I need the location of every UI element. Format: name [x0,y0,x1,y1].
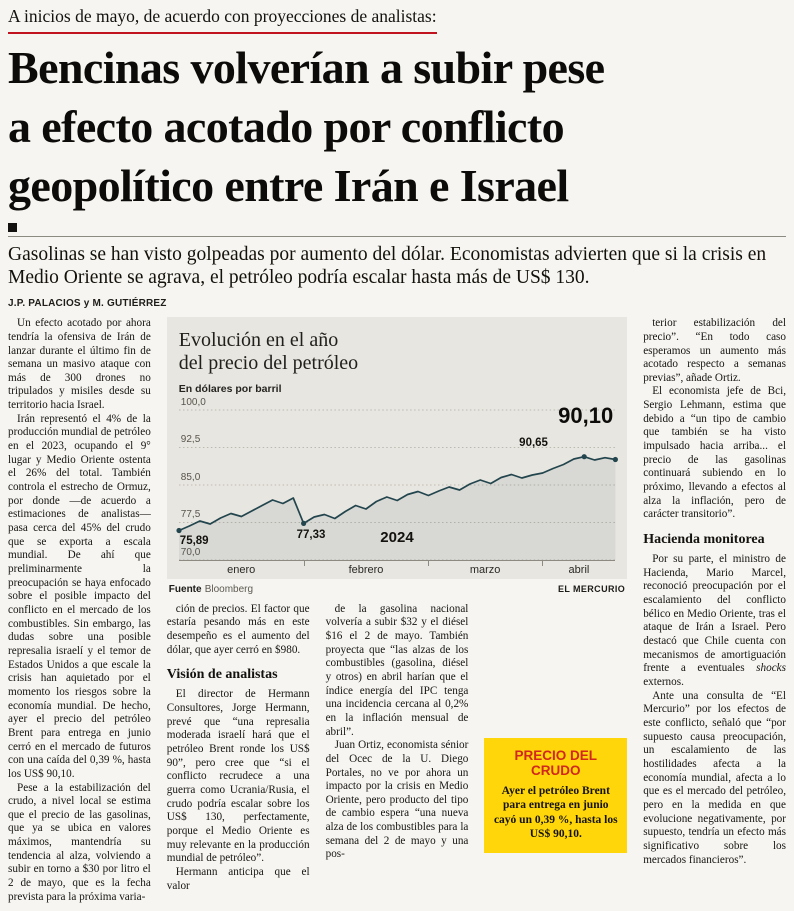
chart-title: Evolución en el año del precio del petró… [179,329,615,375]
headline-line-1: Bencinas volverían a subir pese [8,42,605,93]
crude-box-title: PRECIO DEL CRUDO [514,747,598,778]
paragraph: de la gasolina nacional volvería a subir… [325,602,469,738]
headline-line-3: geopolítico entre Irán e Israel [8,159,569,211]
chart-plot-area: 100,0 92,5 85,0 77,5 70,0 90,10 90,65 75… [176,397,618,561]
month-tick [427,560,429,566]
headline: Bencinas volverían a subir pese a efecto… [8,39,786,216]
month-tick [542,560,544,566]
section-header-analistas: Visión de analistas [166,667,278,683]
paragraph: Ante una consulta de “El Mercurio” por l… [643,689,786,866]
y-axis-tick: 100,0 [180,397,206,409]
paragraph-text: externos. [643,676,684,689]
month-label: abril [568,563,590,576]
y-axis-tick: 85,0 [180,472,201,484]
section-marker-square [8,222,17,232]
divider-rule [8,235,786,237]
article-body: Un efecto acotado por ahora tendría la o… [8,317,786,904]
headline-line-2: a efecto acotado por conflicto [8,100,565,152]
dip-price-label: 77,33 [296,528,326,541]
byline: J.P. PALACIOS y M. GUTIÉRREZ [8,298,167,310]
month-label: febrero [348,563,384,576]
chart-title-line-2: del precio del petróleo [178,352,359,375]
article-header: A inicios de mayo, de acuerdo con proyec… [8,6,786,309]
source-value: Bloomberg [204,583,254,595]
y-axis-tick: 92,5 [180,434,201,446]
source-label: Fuente [168,583,202,595]
paragraph: Por su parte, el ministro de Hacienda, M… [643,553,786,690]
text-column-5: terior estabilización del precio”. “En t… [643,317,786,904]
paragraph: terior estabilización del precio”. “En t… [643,317,786,384]
text-column-2: ción de precios. El factor que estaría p… [167,603,310,894]
x-axis-months: enero febrero marzo abril [178,559,616,577]
text-column-3: de la gasolina nacional volvería a subir… [326,603,469,894]
paragraph: Pese a la estabilización del crudo, a ni… [8,781,151,903]
paragraph: Juan Ortiz, economista sénior del Ocec d… [325,739,469,861]
month-label: enero [227,563,256,576]
chart-panel: Evolución en el año del precio del petró… [166,317,628,579]
paragraph: ción de precios. El factor que estaría p… [166,602,310,656]
section-header-hacienda: Hacienda monitorea [643,532,765,548]
month-label: marzo [469,563,501,576]
paragraph: El director de Hermann Consultores, Jorg… [166,688,310,865]
paragraph: Hermann anticipa que el valor [166,865,310,892]
start-price-label: 75,89 [179,534,209,547]
paragraph: Irán representó el 4% de la producción m… [8,412,151,780]
chart-title-line-1: Evolución en el año [178,329,339,352]
paragraph-text: Por su parte, el ministro de Hacienda, M… [643,553,786,675]
text-column-1: Un efecto acotado por ahora tendría la o… [8,317,151,904]
chart-source: Fuente Bloomberg [169,583,253,597]
year-label: 2024 [380,528,414,546]
peak-price-label: 90,65 [519,436,548,449]
crude-price-box: PRECIO DEL CRUDO Ayer el petróleo Brent … [484,737,628,854]
current-price-label: 90,10 [558,402,614,428]
crude-box-text: Ayer el petróleo Brent para entrega en j… [493,784,618,840]
paper-credit: EL MERCURIO [557,583,626,594]
paragraph: Un efecto acotado por ahora tendría la o… [8,317,151,412]
month-tick [303,560,305,566]
chart-source-row: Fuente Bloomberg EL MERCURIO [167,579,627,597]
chart-unit-label: En dólares por barril [178,383,282,396]
lead-paragraph: Gasolinas se han visto golpeadas por aum… [8,243,767,289]
highlight-column: PRECIO DEL CRUDO Ayer el petróleo Brent … [484,603,628,894]
oil-price-chart: Evolución en el año del precio del petró… [166,317,628,597]
y-axis-tick: 70,0 [180,547,201,559]
paragraph: El economista jefe de Bci, Sergio Lehman… [643,385,786,521]
kicker: A inicios de mayo, de acuerdo con proyec… [8,6,437,34]
italic-word: shocks [756,662,786,675]
y-axis-tick: 77,5 [180,509,201,521]
